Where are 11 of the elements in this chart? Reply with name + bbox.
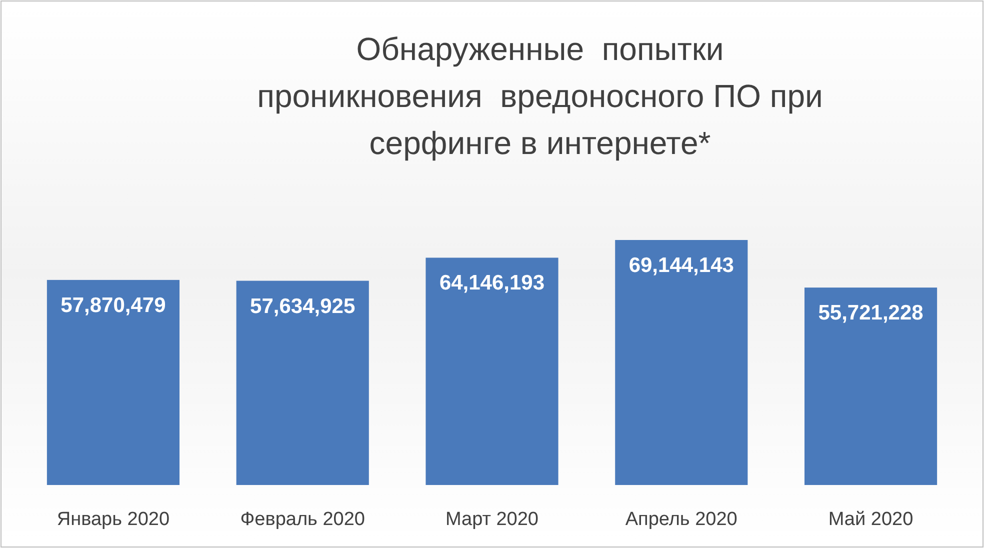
x-tick-label: Март 2020 bbox=[445, 509, 539, 530]
data-label: 69,144,143 bbox=[628, 254, 734, 277]
x-tick-label: Январь 2020 bbox=[56, 509, 170, 530]
chart-title: Обнаруженные попытки проникновения вредоносного ПО при серфинге в интернете* bbox=[257, 31, 823, 161]
x-tick-label: Апрель 2020 bbox=[625, 509, 738, 530]
data-label: 55,721,228 bbox=[818, 302, 924, 325]
data-label: 57,634,925 bbox=[250, 294, 356, 318]
data-label: 57,870,479 bbox=[60, 294, 166, 317]
data-label: 64,146,193 bbox=[439, 272, 545, 295]
x-tick-label: Май 2020 bbox=[828, 509, 914, 530]
x-tick-label: Февраль 2020 bbox=[240, 509, 366, 530]
